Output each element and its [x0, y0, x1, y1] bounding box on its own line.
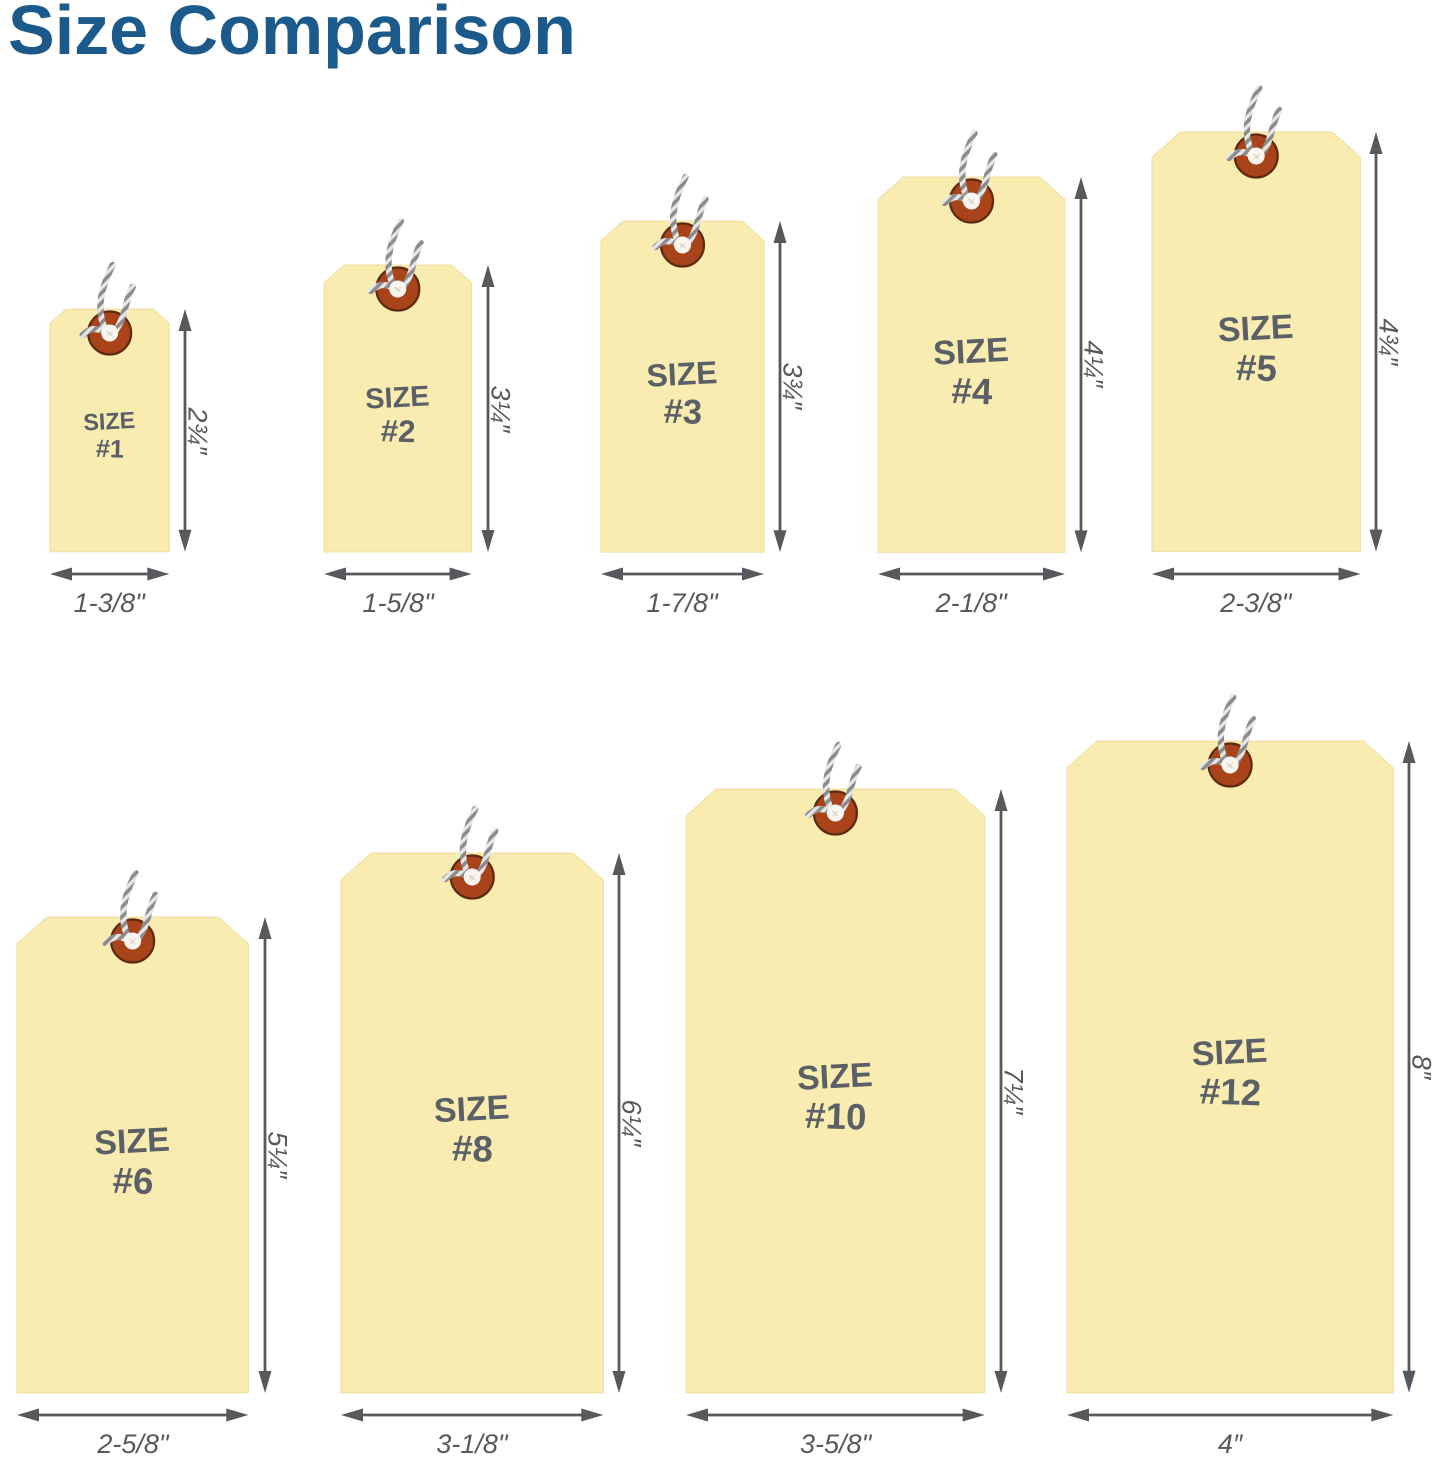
svg-text:SIZE: SIZE [82, 407, 135, 436]
svg-text:#1: #1 [95, 435, 124, 464]
svg-text:SIZE: SIZE [1216, 308, 1293, 350]
svg-text:#12: #12 [1199, 1070, 1262, 1113]
svg-text:SIZE: SIZE [932, 330, 1009, 372]
svg-text:#4: #4 [951, 369, 994, 411]
svg-text:SIZE: SIZE [433, 1088, 510, 1130]
svg-text:SIZE: SIZE [645, 354, 718, 394]
svg-text:#8: #8 [451, 1127, 493, 1169]
svg-text:#2: #2 [381, 413, 417, 449]
svg-text:#6: #6 [112, 1159, 154, 1201]
svg-text:SIZE: SIZE [796, 1056, 873, 1098]
svg-text:SIZE: SIZE [94, 1120, 171, 1162]
svg-text:#3: #3 [663, 392, 703, 431]
svg-text:#10: #10 [805, 1094, 868, 1137]
svg-text:SIZE: SIZE [365, 380, 431, 415]
svg-text:#5: #5 [1235, 347, 1277, 389]
svg-text:SIZE: SIZE [1191, 1031, 1268, 1073]
